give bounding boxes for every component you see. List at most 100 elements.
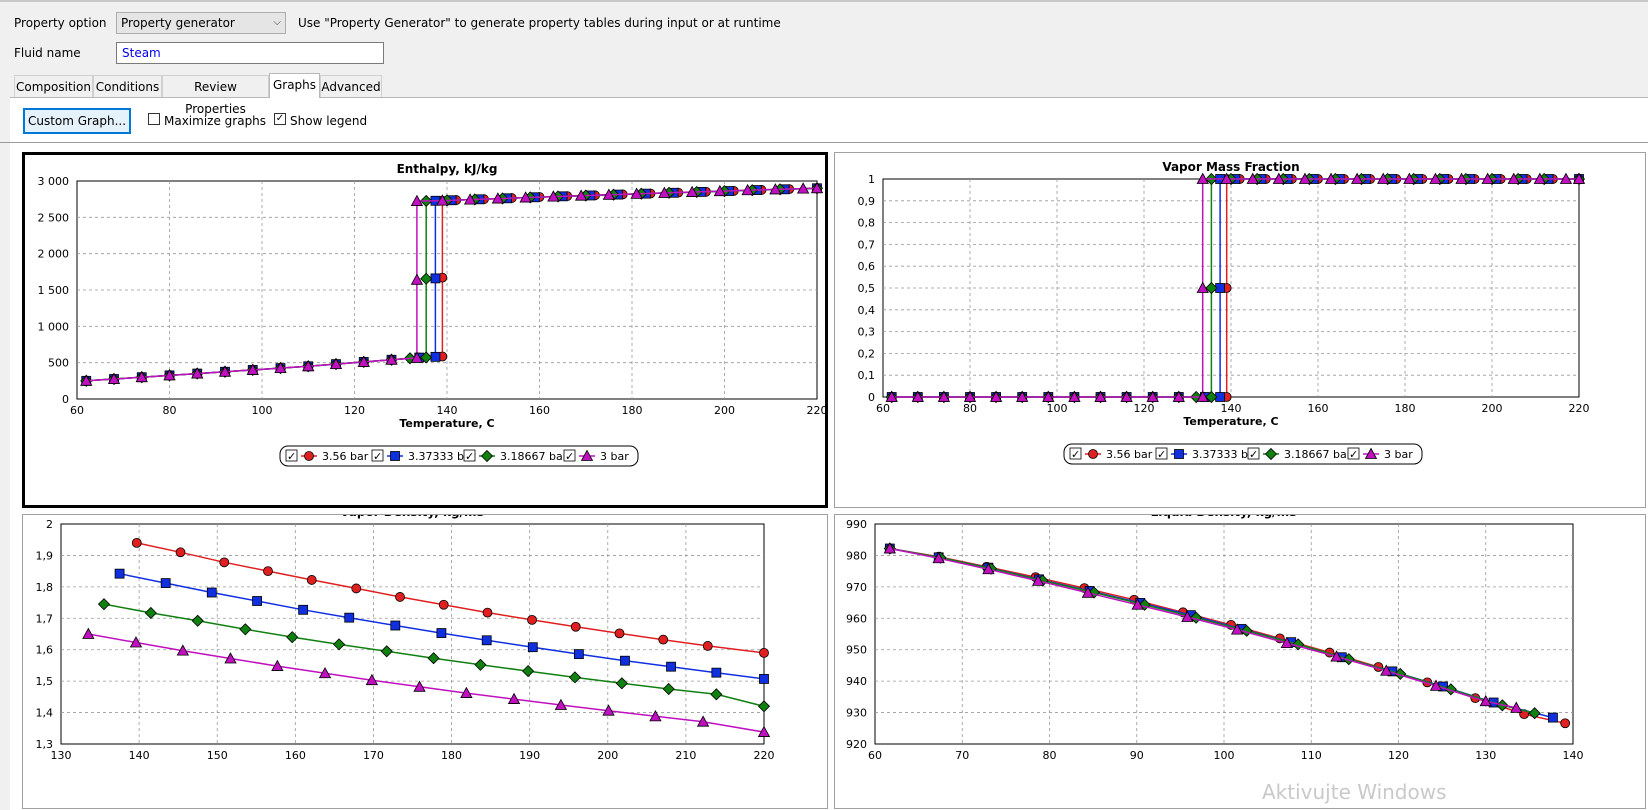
data-point	[224, 652, 237, 664]
data-point	[306, 575, 317, 585]
data-point	[1196, 172, 1209, 184]
enthalpy-graph-panel[interactable]: Enthalpy, kJ/kg 60 80 100 120 140 160 180 200 220…	[22, 152, 828, 508]
x-tick-label: 100	[1214, 749, 1235, 762]
data-point	[380, 645, 393, 658]
tab-review-properties[interactable]: Review Properties	[162, 75, 269, 116]
tab-advanced[interactable]: Advanced	[320, 75, 382, 97]
chevron-down-icon[interactable]: ⌵	[273, 17, 281, 28]
data-point	[522, 665, 535, 678]
data-point	[420, 272, 433, 285]
data-point	[252, 596, 262, 606]
property-option-label: Property option	[14, 16, 107, 30]
x-tick-label: 90	[1130, 749, 1144, 762]
check-icon: ✓	[1071, 448, 1080, 461]
data-point	[1146, 390, 1159, 402]
y-tick-label: 990	[846, 518, 867, 531]
y-tick-label: 0,1	[858, 369, 876, 382]
legend-item: ✓ 3.18667 bar	[463, 449, 568, 463]
legend-item: ✓ 3.56 bar	[285, 449, 369, 463]
data-point	[658, 634, 669, 645]
data-point	[1510, 701, 1523, 713]
plot-area	[60, 523, 765, 745]
legend-checkbox	[463, 449, 476, 462]
x-tick-label: 140	[437, 404, 458, 417]
data-point	[574, 189, 588, 201]
data-point	[131, 537, 142, 548]
fluid-name-field[interactable]: Steam	[116, 42, 384, 64]
show-legend-checkbox[interactable]: ✓	[274, 113, 286, 125]
y-tick-label: 1,6	[36, 644, 54, 657]
data-point	[1120, 390, 1133, 402]
x-tick-label: 200	[714, 404, 735, 417]
check-icon: ✓	[1157, 448, 1166, 461]
series-4	[883, 542, 1523, 713]
data-point	[570, 621, 581, 632]
tab-conditions[interactable]: Conditions	[93, 75, 162, 97]
legend-marker	[580, 449, 594, 461]
data-point	[1172, 390, 1185, 402]
data-point	[163, 369, 176, 381]
data-point	[1429, 172, 1442, 184]
series-line	[86, 187, 818, 382]
y-tick-label: 0,4	[858, 304, 876, 317]
data-point	[885, 390, 898, 402]
vapor-density-graph-panel[interactable]: Vapor Density, kg/m3 130 140 150 160 170 180 19…	[22, 514, 828, 809]
series-4	[80, 181, 824, 386]
x-tick-label: 150	[207, 749, 228, 762]
liquid-density-graph-panel[interactable]: Liquid Density, kg/m3 60 70 80 90 100 110 120 13…	[834, 514, 1646, 809]
chart-title: Enthalpy, kJ/kg	[397, 162, 498, 176]
data-point	[427, 652, 440, 665]
data-point	[741, 183, 754, 196]
y-tick-label: 1,3	[36, 738, 54, 751]
legend-item: ✓ 3.37333 bar	[371, 449, 476, 463]
data-point	[395, 592, 405, 602]
tab-graphs[interactable]: Graphs	[269, 73, 320, 98]
data-point	[1572, 172, 1586, 184]
x-tick-label: 130	[1475, 749, 1496, 762]
data-point	[1479, 694, 1492, 707]
tab-composition[interactable]: Composition	[14, 75, 93, 97]
data-point	[507, 692, 521, 704]
x-tick-label: 70	[955, 749, 969, 762]
data-point	[344, 612, 355, 623]
data-point	[1205, 281, 1218, 295]
maximize-graphs-checkbox[interactable]	[148, 113, 160, 125]
x-tick-label: 180	[441, 749, 462, 762]
custom-graph-button[interactable]: Custom Graph...	[23, 108, 131, 134]
data-point	[129, 636, 143, 648]
vapor-mass-fraction-graph-panel[interactable]: Vapor Mass Fraction 60 80 100 120 140 160 180 20…	[834, 152, 1646, 508]
x-tick-label: 180	[622, 404, 643, 417]
data-point	[1324, 172, 1338, 184]
x-tick-label: 190	[519, 749, 540, 762]
data-point	[175, 547, 186, 558]
data-point	[982, 562, 995, 575]
data-point	[989, 390, 1003, 402]
data-point	[696, 715, 710, 727]
legend-checkbox	[1069, 447, 1082, 460]
data-point	[1016, 390, 1029, 402]
y-tick-label: 940	[846, 675, 867, 688]
chart-legend: ✓ 3.56 bar ✓ 3.37333 bar✓ 3.18667 bar✓ 3 bar	[279, 445, 639, 467]
check-icon: ✓	[373, 450, 382, 463]
property-option-select[interactable]: Property generator ⌵	[116, 12, 286, 34]
legend-checkbox	[285, 449, 298, 462]
data-point	[810, 181, 824, 194]
data-point	[430, 273, 441, 284]
y-tick-label: 0,5	[858, 282, 876, 295]
data-point	[1196, 390, 1209, 402]
data-point	[351, 583, 362, 594]
y-tick-label: 0,7	[858, 238, 876, 251]
data-point	[80, 374, 93, 386]
data-point	[410, 351, 424, 363]
data-point	[710, 688, 723, 701]
data-point	[318, 666, 332, 679]
y-tick-label: 1	[868, 173, 875, 186]
data-point	[662, 682, 675, 696]
data-point	[963, 390, 977, 402]
y-tick-label: 2 500	[38, 211, 70, 224]
data-point	[176, 644, 190, 656]
x-axis-label: Temperature, C	[399, 417, 494, 430]
data-point	[1031, 574, 1045, 586]
data-point	[1481, 172, 1494, 184]
data-point	[547, 190, 560, 202]
